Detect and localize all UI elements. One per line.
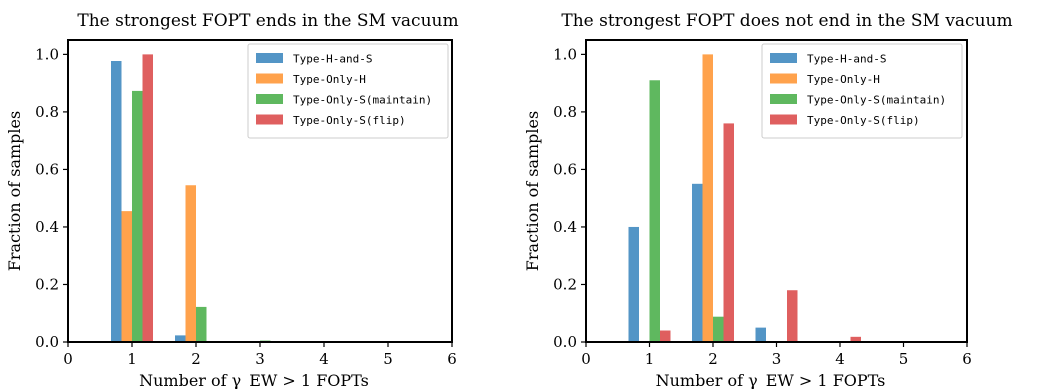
- x-axis-label: Number of γ_EW > 1 FOPTs: [656, 371, 886, 389]
- chart-panel-1: The strongest FOPT ends in the SM vacuum…: [5, 11, 459, 389]
- legend-swatch: [256, 94, 283, 104]
- y-tick-label: 0.8: [553, 103, 577, 121]
- x-tick-label: 1: [645, 350, 655, 368]
- chart-title: The strongest FOPT does not end in the S…: [561, 11, 1012, 31]
- bar-type-h-and-s-2: [692, 183, 703, 342]
- x-tick-label: 3: [772, 350, 782, 368]
- bar-type-only-s-flip--1: [660, 330, 671, 342]
- x-tick-label: 4: [835, 350, 845, 368]
- y-tick-label: 1.0: [35, 45, 59, 63]
- bar-type-only-s-flip--4: [850, 336, 861, 342]
- legend: Type-H-and-S Type-Only-H Type-Only-S(maint…: [761, 43, 963, 139]
- bar-type-only-s-flip--2: [723, 123, 734, 342]
- y-tick-label: 0.4: [35, 218, 59, 236]
- x-tick-label: 2: [708, 350, 718, 368]
- x-tick-label: 0: [581, 350, 591, 368]
- legend-label: Type-Only-H: [807, 73, 880, 86]
- legend-label: Type-Only-S(maintain): [293, 94, 432, 107]
- x-tick-label: 3: [255, 350, 265, 368]
- y-tick-label: 0.0: [35, 333, 59, 351]
- x-tick-label: 6: [447, 350, 457, 368]
- x-tick-label: 5: [899, 350, 909, 368]
- bar-type-only-h-2: [702, 54, 713, 342]
- legend-label: Type-Only-H: [293, 73, 366, 86]
- y-tick-label: 0.2: [35, 275, 59, 293]
- legend: Type-H-and-S Type-Only-H Type-Only-S(maint…: [247, 43, 449, 139]
- chart-panel-2: The strongest FOPT does not end in the S…: [523, 11, 1013, 389]
- legend-label: Type-Only-S(flip): [807, 114, 920, 127]
- legend-box: [247, 43, 449, 139]
- y-tick-label: 0.6: [553, 160, 577, 178]
- bar-type-h-and-s-3: [755, 327, 766, 342]
- bar-type-h-and-s-1: [111, 61, 122, 342]
- x-tick-label: 1: [127, 350, 137, 368]
- y-tick-label: 1.0: [553, 45, 577, 63]
- x-tick-label: 2: [191, 350, 201, 368]
- y-tick-label: 0.8: [35, 103, 59, 121]
- legend-swatch: [256, 73, 283, 84]
- x-axis-label: Number of γ_EW > 1 FOPTs: [139, 371, 369, 389]
- y-axis-label: Fraction of samples: [5, 111, 24, 271]
- y-tick-label: 0.0: [553, 333, 577, 351]
- y-tick-label: 0.2: [553, 275, 577, 293]
- bar-type-only-s-maintain--1: [132, 90, 143, 342]
- bar-type-only-s-maintain--2: [196, 306, 207, 342]
- x-tick-label: 6: [962, 350, 972, 368]
- y-axis-label: Fraction of samples: [523, 111, 542, 271]
- legend-swatch: [770, 53, 797, 63]
- legend-label: Type-Only-S(maintain): [807, 94, 946, 107]
- bar-type-only-s-flip--1: [142, 54, 153, 342]
- bar-type-only-s-maintain--1: [649, 80, 660, 343]
- bar-type-only-s-maintain--2: [713, 316, 724, 342]
- x-tick-label: 0: [63, 350, 73, 368]
- chart-title: The strongest FOPT ends in the SM vacuum: [77, 11, 458, 31]
- legend-swatch: [256, 53, 283, 63]
- bar-type-h-and-s-1: [628, 226, 639, 342]
- x-tick-label: 4: [319, 350, 329, 368]
- legend-label: Type-Only-S(flip): [293, 114, 406, 127]
- bar-type-h-and-s-2: [175, 335, 186, 342]
- y-tick-label: 0.6: [35, 160, 59, 178]
- legend-label: Type-H-and-S: [807, 53, 886, 66]
- legend-swatch: [770, 73, 797, 84]
- bar-type-only-h-1: [121, 211, 132, 342]
- legend-swatch: [256, 114, 283, 125]
- legend-label: Type-H-and-S: [293, 53, 372, 66]
- y-tick-label: 0.4: [553, 218, 577, 236]
- bar-type-only-s-flip--3: [787, 290, 798, 342]
- x-tick-label: 5: [383, 350, 393, 368]
- bar-type-only-h-2: [185, 185, 196, 342]
- legend-box: [761, 43, 963, 139]
- legend-swatch: [770, 114, 797, 125]
- legend-swatch: [770, 94, 797, 104]
